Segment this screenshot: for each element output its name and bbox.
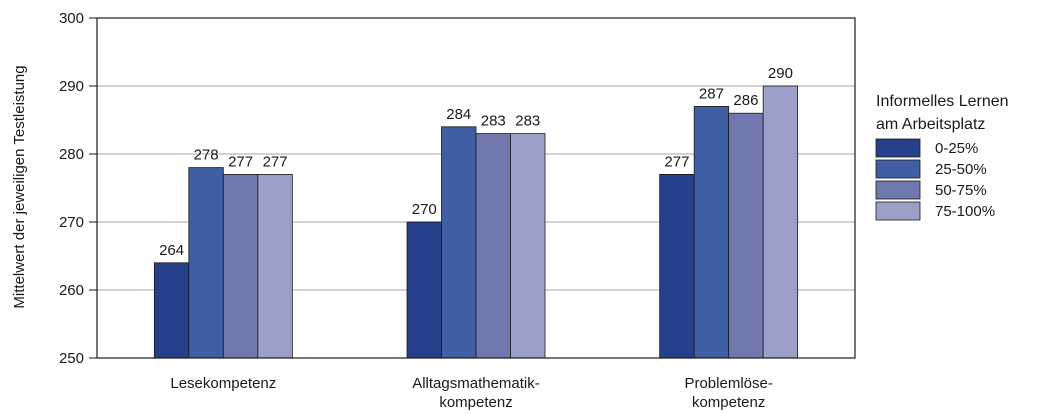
data-label: 277	[664, 153, 689, 170]
data-label: 284	[446, 106, 471, 123]
bar	[659, 173, 695, 359]
legend-swatch	[875, 159, 921, 179]
y-tick-label: 250	[59, 350, 84, 367]
data-label: 270	[412, 201, 437, 218]
plot-frame	[96, 17, 856, 359]
data-label: 278	[194, 147, 219, 164]
x-axis-categories: Lesekompetenz Alltagsmathematik-kompetenz…	[170, 375, 772, 411]
bar	[510, 133, 546, 359]
y-tick-label: 260	[59, 282, 84, 299]
plot-border	[96, 17, 856, 359]
bar	[728, 112, 764, 359]
bar	[406, 221, 442, 359]
legend-title: am Arbeitsplatz	[876, 116, 985, 133]
y-axis-label: Mittelwert der jeweiligen Testleistung	[11, 65, 28, 308]
y-tick-label: 300	[59, 10, 84, 27]
data-labels: 264 278 277 277 270 284 283 283 277 287 286 290	[159, 65, 793, 259]
bar	[222, 173, 259, 359]
bar	[257, 173, 293, 359]
data-label: 286	[733, 92, 758, 109]
category-label-line: Problemlöse-	[684, 375, 772, 392]
bar	[475, 133, 511, 359]
category-label: Lesekompetenz	[170, 375, 276, 392]
data-label: 290	[768, 65, 793, 82]
category-label-line: kompetenz	[692, 394, 765, 411]
bar	[153, 262, 190, 359]
legend-swatch	[875, 201, 921, 221]
data-label: 277	[228, 153, 253, 170]
bar	[188, 167, 224, 359]
legend-swatch	[875, 138, 921, 158]
bar	[441, 126, 477, 359]
category-label-line: kompetenz	[439, 394, 512, 411]
legend-swatch	[875, 180, 921, 200]
y-axis-ticks: 250 260 270 280 290 300	[59, 10, 97, 367]
data-label: 277	[263, 153, 288, 170]
y-tick-label: 290	[59, 78, 84, 95]
category-label: Problemlöse-kompetenz	[684, 375, 772, 411]
legend-label: 50-75%	[935, 182, 987, 199]
legend-label: 25-50%	[935, 161, 987, 178]
legend-label: 75-100%	[935, 203, 995, 220]
data-label: 287	[699, 85, 724, 102]
category-label: Alltagsmathematik-kompetenz	[412, 375, 540, 411]
legend-title: Informelles Lernen	[876, 93, 1009, 110]
bar	[693, 106, 730, 359]
category-label-line: Lesekompetenz	[170, 375, 276, 392]
bar	[762, 85, 799, 359]
data-label: 283	[481, 113, 506, 130]
legend: Informelles Lernen am Arbeitsplatz 0-25% 25…	[875, 93, 1009, 221]
bars	[153, 85, 799, 359]
data-label: 283	[515, 113, 540, 130]
y-tick-label: 280	[59, 146, 84, 163]
data-label: 264	[159, 242, 184, 259]
legend-label: 0-25%	[935, 140, 978, 157]
y-tick-label: 270	[59, 214, 84, 231]
category-label-line: Alltagsmathematik-	[412, 375, 540, 392]
